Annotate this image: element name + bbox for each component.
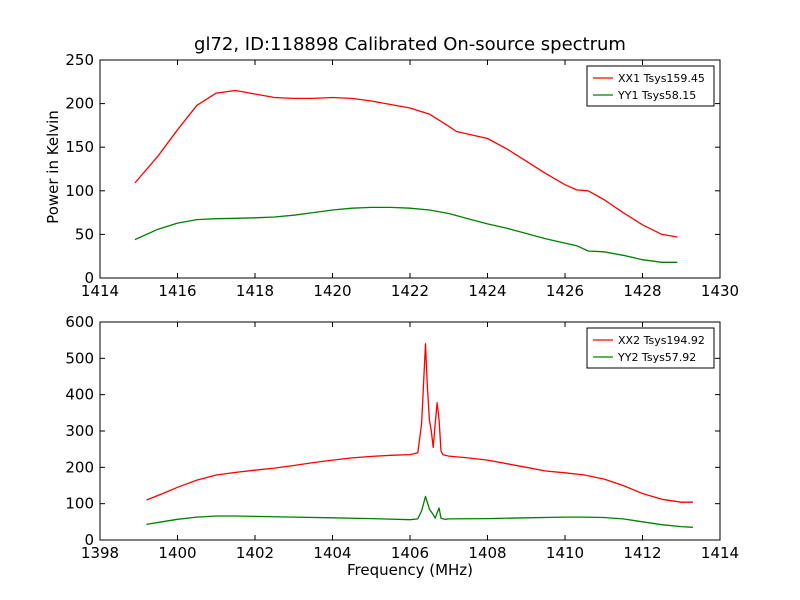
panel1-x-tick-label: 1420 bbox=[313, 282, 351, 300]
panel2-x-tick-label: 1412 bbox=[623, 544, 661, 562]
panel1-legend-box bbox=[586, 65, 715, 107]
panel2-x-tick-label: 1414 bbox=[701, 544, 739, 562]
panel2-series-line-1 bbox=[146, 343, 693, 503]
panel2-series-line-2 bbox=[146, 495, 693, 528]
panel1-x-tick-label: 1426 bbox=[546, 282, 584, 300]
panel1-legend-label-1: XX1 Tsys159.45 bbox=[618, 72, 705, 85]
panel1-x-tick-label: 1418 bbox=[236, 282, 274, 300]
panel1-y-tick-label: 200 bbox=[65, 95, 94, 113]
panel1-y-tick-label: 250 bbox=[65, 51, 94, 69]
panel2-y-tick-label: 300 bbox=[65, 422, 94, 440]
panel1-series-line-2 bbox=[134, 206, 678, 263]
panel1-y-tick-label: 0 bbox=[84, 269, 94, 287]
panel2-x-tick-label: 1398 bbox=[81, 544, 119, 562]
panel1-legend-label-2: YY1 Tsys58.15 bbox=[617, 89, 696, 102]
panel1-x-tick-label: 1414 bbox=[81, 282, 119, 300]
panel1-y-tick-label: 50 bbox=[75, 225, 94, 243]
panel2-y-tick-label: 400 bbox=[65, 386, 94, 404]
panel2-x-tick-label: 1410 bbox=[546, 544, 584, 562]
x-axis-label: Frequency (MHz) bbox=[346, 561, 474, 579]
panel2-y-tick-label: 600 bbox=[65, 313, 94, 331]
panel2-x-tick-label: 1402 bbox=[236, 544, 274, 562]
chart-title: gl72, ID:118898 Calibrated On-source spe… bbox=[194, 34, 626, 55]
panel2-y-tick-label: 100 bbox=[65, 495, 94, 513]
panel1-x-tick-label: 1430 bbox=[701, 282, 739, 300]
panel2-x-tick-label: 1400 bbox=[158, 544, 196, 562]
panel1-series-line-1 bbox=[134, 89, 678, 238]
panel2-x-tick-label: 1408 bbox=[468, 544, 506, 562]
panel2-legend-box bbox=[586, 327, 715, 369]
panel2-x-tick-label: 1404 bbox=[313, 544, 351, 562]
panel1-x-tick-label: 1416 bbox=[158, 282, 196, 300]
panel2-x-tick-label: 1406 bbox=[391, 544, 429, 562]
panel2-legend-label-1: XX2 Tsys194.92 bbox=[618, 334, 705, 347]
panel2-y-tick-label: 0 bbox=[84, 531, 94, 549]
panel2-legend-label-2: YY2 Tsys57.92 bbox=[617, 351, 696, 364]
panel1-x-tick-label: 1428 bbox=[623, 282, 661, 300]
panel1-x-tick-label: 1422 bbox=[391, 282, 429, 300]
panel2-y-tick-label: 200 bbox=[65, 458, 94, 476]
panel1-y-tick-label: 100 bbox=[65, 182, 94, 200]
panel1-x-tick-label: 1424 bbox=[468, 282, 506, 300]
panel2-y-tick-label: 500 bbox=[65, 349, 94, 367]
panel1-y-tick-label: 150 bbox=[65, 138, 94, 156]
